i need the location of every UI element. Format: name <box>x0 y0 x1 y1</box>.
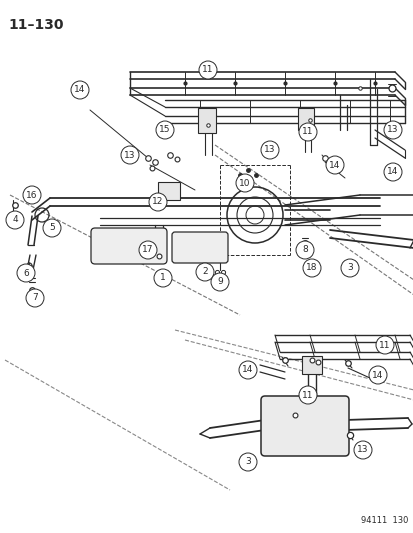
Text: 18: 18 <box>306 263 317 272</box>
FancyBboxPatch shape <box>301 356 321 374</box>
Text: 13: 13 <box>386 125 398 134</box>
Text: 11: 11 <box>202 66 213 75</box>
Text: 13: 13 <box>263 146 275 155</box>
Text: 5: 5 <box>49 223 55 232</box>
Text: 13: 13 <box>356 446 368 455</box>
FancyBboxPatch shape <box>260 396 348 456</box>
Text: 14: 14 <box>242 366 253 375</box>
Text: 1: 1 <box>160 273 166 282</box>
Text: 11: 11 <box>301 127 313 136</box>
Circle shape <box>295 241 313 259</box>
Circle shape <box>195 263 214 281</box>
Circle shape <box>17 264 35 282</box>
Circle shape <box>383 163 401 181</box>
Circle shape <box>23 186 41 204</box>
Text: 4: 4 <box>12 215 18 224</box>
Text: 94111  130: 94111 130 <box>360 516 407 525</box>
FancyBboxPatch shape <box>297 108 313 130</box>
Circle shape <box>368 366 386 384</box>
FancyBboxPatch shape <box>197 108 216 133</box>
Circle shape <box>340 259 358 277</box>
Circle shape <box>302 259 320 277</box>
Text: 9: 9 <box>216 278 222 287</box>
Circle shape <box>375 336 393 354</box>
Text: 8: 8 <box>301 246 307 254</box>
Circle shape <box>199 61 216 79</box>
Text: 7: 7 <box>32 294 38 303</box>
Circle shape <box>325 156 343 174</box>
Text: 3: 3 <box>244 457 250 466</box>
FancyBboxPatch shape <box>171 232 228 263</box>
Circle shape <box>43 219 61 237</box>
Text: 10: 10 <box>239 179 250 188</box>
Circle shape <box>353 441 371 459</box>
Circle shape <box>235 174 254 192</box>
Text: 17: 17 <box>142 246 153 254</box>
Text: 3: 3 <box>346 263 352 272</box>
Circle shape <box>139 241 157 259</box>
Text: 11: 11 <box>301 391 313 400</box>
FancyBboxPatch shape <box>91 228 166 264</box>
Text: 16: 16 <box>26 190 38 199</box>
Text: 14: 14 <box>328 160 340 169</box>
Circle shape <box>71 81 89 99</box>
Circle shape <box>6 211 24 229</box>
Text: 15: 15 <box>159 125 170 134</box>
FancyBboxPatch shape <box>158 182 180 200</box>
Text: 11: 11 <box>378 341 390 350</box>
Circle shape <box>383 121 401 139</box>
Text: 2: 2 <box>202 268 207 277</box>
Text: 11–130: 11–130 <box>8 18 63 32</box>
Circle shape <box>298 123 316 141</box>
Text: 6: 6 <box>23 269 29 278</box>
Circle shape <box>156 121 173 139</box>
Circle shape <box>121 146 139 164</box>
Circle shape <box>211 273 228 291</box>
Circle shape <box>26 289 44 307</box>
Text: 12: 12 <box>152 198 163 206</box>
Text: 14: 14 <box>387 167 398 176</box>
Text: 14: 14 <box>74 85 85 94</box>
Circle shape <box>238 453 256 471</box>
Circle shape <box>260 141 278 159</box>
Text: 14: 14 <box>371 370 383 379</box>
Circle shape <box>298 386 316 404</box>
Circle shape <box>154 269 171 287</box>
Circle shape <box>149 193 166 211</box>
Text: 13: 13 <box>124 150 135 159</box>
Circle shape <box>238 361 256 379</box>
